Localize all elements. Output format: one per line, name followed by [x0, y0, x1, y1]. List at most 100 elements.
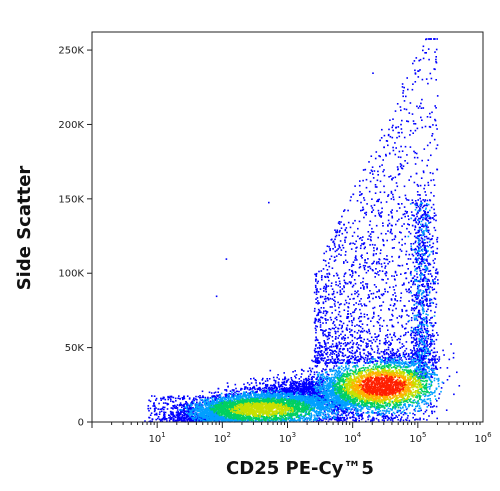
data-point	[207, 415, 210, 417]
data-point	[322, 287, 325, 290]
data-point	[336, 344, 339, 347]
data-point	[458, 385, 461, 387]
data-point	[387, 416, 390, 419]
data-point	[358, 414, 361, 416]
data-point	[322, 334, 325, 337]
data-point	[412, 214, 415, 217]
data-point	[424, 52, 426, 54]
data-point	[323, 410, 326, 412]
data-point	[341, 359, 343, 361]
data-point	[313, 371, 316, 373]
data-point	[301, 417, 304, 420]
data-point	[435, 214, 437, 217]
data-point	[395, 126, 397, 129]
data-point	[374, 358, 376, 360]
data-point	[424, 348, 426, 351]
data-point	[377, 274, 380, 276]
data-point	[340, 408, 343, 410]
data-point	[333, 360, 335, 362]
data-point	[330, 352, 332, 354]
data-point	[282, 388, 284, 390]
data-point	[300, 380, 302, 382]
data-point	[225, 396, 227, 398]
data-point	[183, 417, 185, 419]
data-point	[409, 146, 412, 148]
data-point	[404, 327, 406, 330]
data-point	[293, 386, 295, 389]
data-point	[359, 331, 362, 333]
data-point	[416, 358, 419, 361]
data-point	[411, 113, 414, 115]
data-point	[200, 420, 203, 423]
data-point	[392, 315, 394, 317]
data-point	[421, 78, 424, 81]
data-point	[247, 394, 250, 397]
data-point	[421, 234, 423, 237]
data-point	[244, 393, 246, 395]
data-point	[417, 212, 419, 214]
data-point	[315, 345, 317, 347]
data-point	[334, 402, 337, 405]
data-point	[419, 315, 421, 318]
data-point	[330, 282, 333, 284]
data-point	[434, 322, 437, 324]
data-point	[414, 217, 417, 220]
data-point	[405, 323, 408, 325]
data-point	[423, 213, 425, 215]
data-point	[352, 343, 354, 346]
data-point	[325, 362, 328, 364]
data-point	[418, 267, 421, 270]
data-point	[178, 415, 180, 418]
data-point	[220, 400, 223, 402]
data-point	[376, 345, 379, 347]
data-point	[414, 283, 416, 286]
data-point	[322, 268, 325, 270]
data-point	[315, 357, 317, 359]
data-point	[342, 360, 345, 362]
data-point	[399, 419, 402, 421]
data-point	[416, 334, 419, 336]
data-point	[436, 272, 439, 275]
data-point	[437, 271, 439, 274]
data-point	[409, 334, 412, 336]
data-point	[357, 235, 359, 238]
data-point	[323, 341, 326, 343]
data-point	[380, 263, 383, 265]
data-point	[391, 232, 393, 235]
data-point	[429, 402, 432, 404]
data-point	[399, 409, 401, 412]
data-point	[373, 260, 375, 263]
data-point	[432, 302, 435, 304]
data-point	[317, 291, 320, 293]
data-point	[434, 229, 437, 232]
data-point	[412, 83, 414, 85]
data-point	[388, 308, 391, 311]
data-point	[322, 332, 324, 335]
data-point	[417, 266, 420, 268]
data-point	[318, 381, 321, 383]
data-point	[163, 413, 165, 416]
data-point	[411, 88, 414, 91]
data-point	[326, 400, 329, 403]
data-point	[387, 291, 389, 293]
data-point	[405, 309, 408, 312]
data-point	[387, 357, 390, 359]
data-point	[408, 319, 410, 322]
data-point	[415, 248, 417, 251]
data-point	[351, 329, 353, 331]
data-point	[259, 387, 261, 390]
data-point	[263, 387, 266, 389]
data-point	[418, 340, 421, 343]
data-point	[382, 244, 385, 246]
data-point	[418, 217, 420, 220]
data-point	[414, 247, 417, 250]
data-point	[183, 415, 186, 417]
data-point	[326, 347, 328, 349]
data-point	[422, 283, 424, 285]
data-point	[377, 356, 379, 358]
data-point	[335, 336, 337, 338]
data-point	[323, 388, 325, 390]
data-point	[226, 382, 229, 384]
data-point	[427, 284, 430, 287]
data-point	[433, 288, 436, 290]
